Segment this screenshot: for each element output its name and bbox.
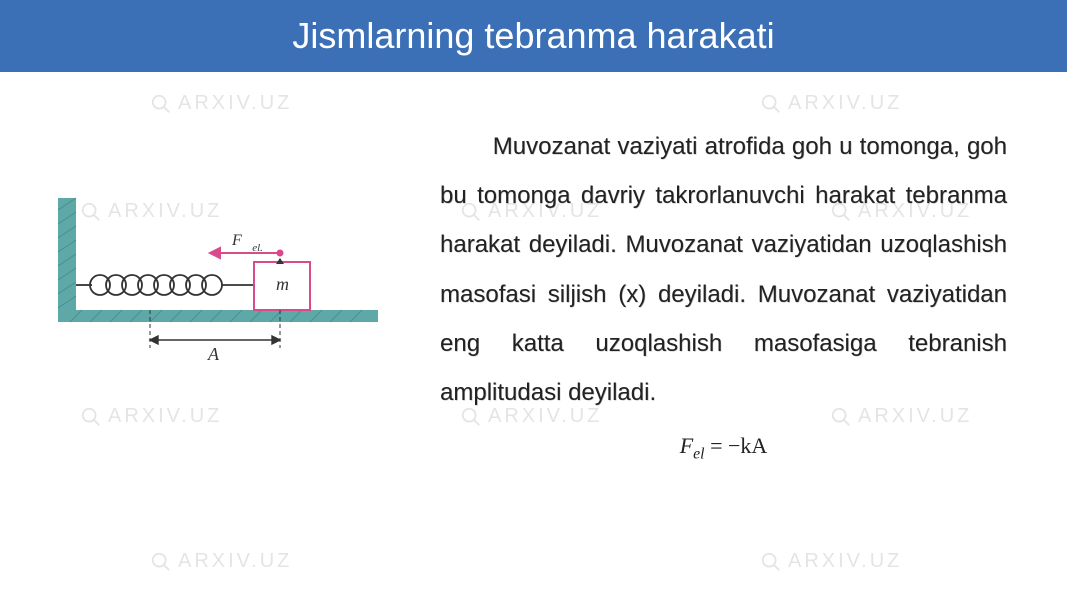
wall-structure (58, 198, 378, 322)
mass-block: m (254, 258, 310, 310)
amplitude-dimension (150, 336, 280, 344)
search-icon (150, 551, 172, 573)
watermark-text: ARXIV.UZ (788, 550, 902, 573)
diagram-column: F⃗el. m A (30, 112, 410, 452)
search-icon (760, 551, 782, 573)
spring-icon (76, 275, 254, 295)
amplitude-label: A (207, 344, 220, 364)
slide-title: Jismlarning tebranma harakati (292, 15, 774, 57)
force-label: F⃗el. (231, 232, 263, 254)
watermark-text: ARXIV.UZ (178, 550, 292, 573)
slide-content: F⃗el. m A (0, 72, 1067, 464)
formula-rhs: = −kA (710, 433, 767, 458)
formula-lhs-sub: el (693, 446, 704, 463)
force-arrow (210, 248, 283, 258)
elastic-force-formula: Fel = −kA (440, 433, 1007, 463)
body-paragraph: Muvozanat vaziyati atrofida goh u tomong… (440, 122, 1007, 417)
svg-text:m: m (276, 274, 289, 294)
text-column: Muvozanat vaziyati atrofida goh u tomong… (440, 112, 1007, 464)
watermark: ARXIV.UZ (150, 550, 292, 573)
slide-header: Jismlarning tebranma harakati (0, 0, 1067, 72)
spring-mass-diagram: F⃗el. m A (40, 190, 400, 375)
formula-lhs-var: F (680, 433, 693, 458)
watermark: ARXIV.UZ (760, 550, 902, 573)
